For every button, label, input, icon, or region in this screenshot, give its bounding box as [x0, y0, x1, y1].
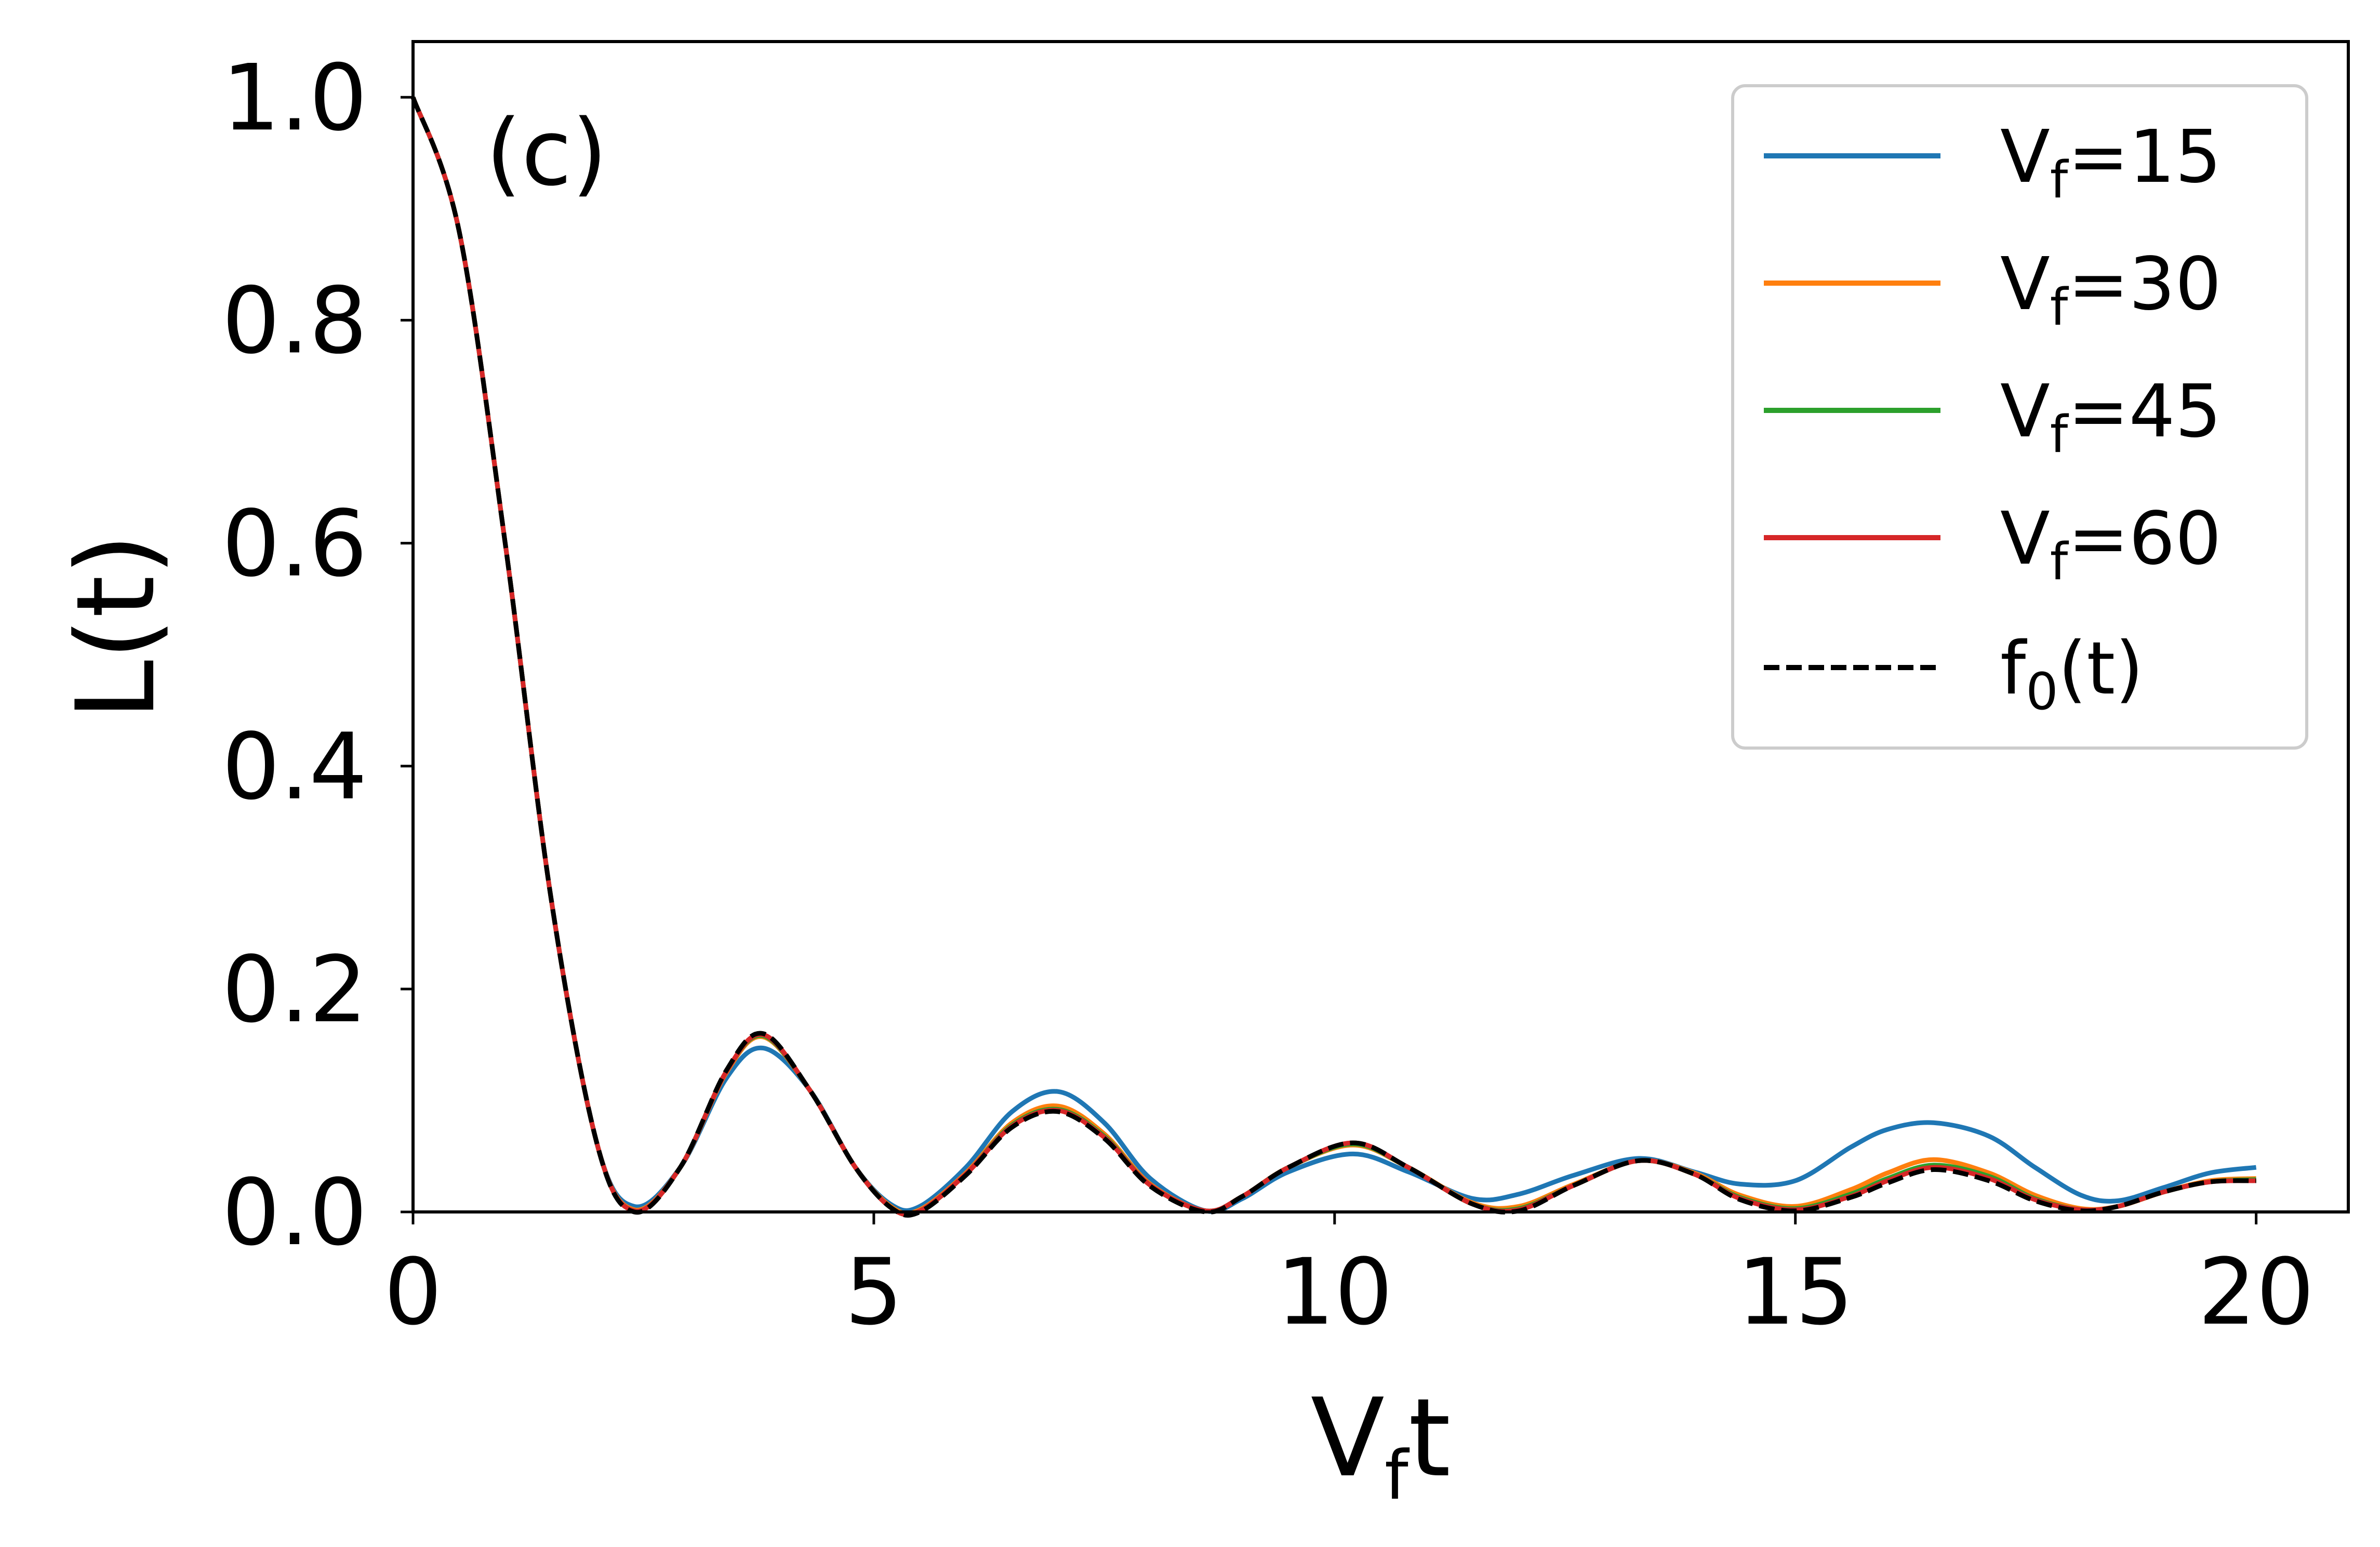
series-layer: [410, 96, 2257, 1218]
plot-frame: [411, 40, 2350, 1213]
panel-label: (c): [486, 100, 607, 206]
legend-label-tail: =45: [2068, 369, 2221, 454]
x-tick-label: 10: [1277, 1239, 1393, 1345]
legend-label-main: V: [2000, 497, 2050, 581]
legend-label-main: V: [2000, 242, 2050, 327]
legend-label-sub: f: [2050, 405, 2069, 464]
x-axis-label: Vft: [1311, 1376, 1451, 1515]
legend-label-main: f: [2000, 626, 2027, 711]
legend-label-tail: =60: [2068, 497, 2221, 581]
y-tick-label: 0.0: [222, 1159, 367, 1266]
ticks-layer: 0 5 10 15 20 0.0 0.2 0.4 0.6 0.8 1.0: [222, 45, 2315, 1345]
legend-label-sub: f: [2050, 151, 2069, 210]
legend-label-sub: 0: [2026, 662, 2058, 722]
legend-label-tail: =30: [2068, 242, 2221, 327]
x-tick-label: 5: [845, 1239, 903, 1345]
x-tick-label: 15: [1737, 1239, 1854, 1345]
legend-label-0: Vf=15: [2000, 115, 2222, 210]
legend-label-tail: =15: [2068, 115, 2221, 199]
legend-label-1: Vf=30: [2000, 242, 2222, 337]
y-tick-label: 0.8: [222, 268, 367, 374]
y-tick-label: 0.4: [222, 714, 367, 820]
series-line-4: [410, 96, 2256, 1218]
y-axis-label: L(t): [54, 534, 179, 721]
legend-frame: [1731, 84, 2308, 750]
y-tick-label: 1.0: [222, 45, 367, 151]
x-tick-label: 20: [2198, 1239, 2315, 1345]
y-tick-label: 0.2: [222, 937, 367, 1043]
x-axis-label-sub: f: [1385, 1436, 1410, 1515]
legend-label-sub: f: [2050, 532, 2069, 592]
y-tick-label: 0.6: [222, 491, 367, 597]
legend-label-main: V: [2000, 369, 2050, 454]
x-axis-label-tail: t: [1408, 1376, 1451, 1501]
legend-label-sub: f: [2050, 278, 2069, 337]
x-axis-label-main: V: [1311, 1376, 1385, 1501]
legend-label-main: V: [2000, 115, 2050, 199]
legend-label-tail: (t): [2058, 626, 2144, 711]
x-tick-label: 0: [384, 1239, 442, 1345]
legend-label-2: Vf=45: [2000, 369, 2222, 464]
legend-label-4: f0(t): [2000, 626, 2144, 722]
legend-label-3: Vf=60: [2000, 497, 2222, 592]
